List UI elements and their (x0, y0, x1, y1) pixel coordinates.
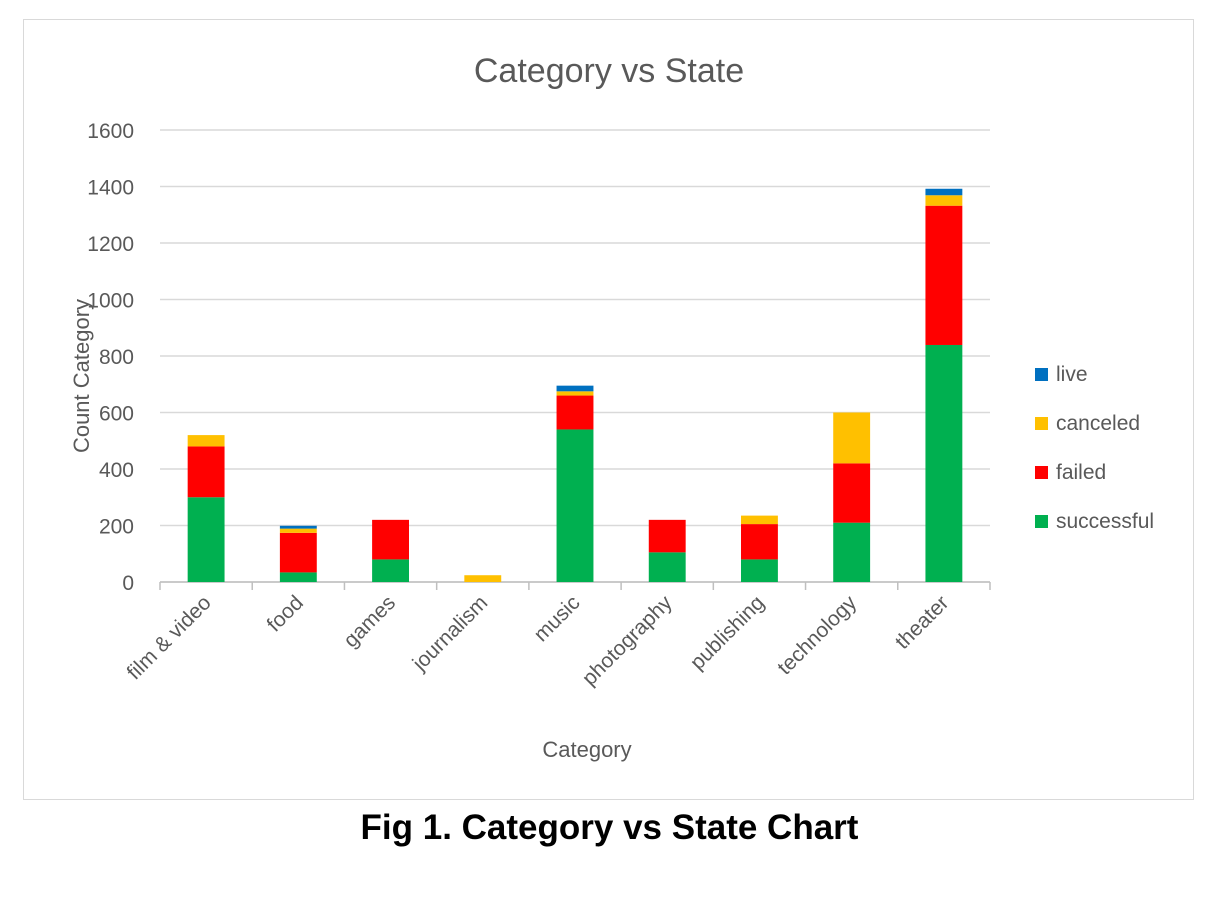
y-axis-ticks: 0 200 400 600 800 1000 1200 1400 1600 (87, 120, 134, 595)
bars (187, 188, 963, 582)
y-tick-label: 1400 (87, 177, 134, 200)
bar-successful-4 (556, 429, 594, 582)
bar-successful-8 (925, 344, 963, 582)
x-tick-label: publishing (686, 591, 769, 674)
bar-failed-6 (741, 524, 778, 560)
x-tick-label: theater (891, 591, 954, 654)
figure-caption: Fig 1. Category vs State Chart (360, 808, 859, 847)
bar-canceled-1 (279, 528, 317, 533)
y-tick-label: 1600 (87, 120, 134, 143)
bar-successful-7 (833, 522, 871, 582)
x-axis-ticks: film & video food games journalism musicphot… (123, 582, 991, 690)
x-tick-label: film & video (123, 591, 216, 684)
bar-failed-7 (833, 463, 871, 523)
bar-canceled-3 (464, 575, 502, 582)
bar-canceled-0 (187, 435, 225, 447)
y-tick-label: 1200 (87, 233, 134, 256)
legend-label-canceled: canceled (1056, 412, 1140, 435)
chart-frame: Category vs State 0 200 400 600 800 1000 1200 1… (23, 19, 1194, 800)
y-tick-label: 600 (99, 403, 134, 426)
bar-live-1 (279, 525, 317, 529)
y-tick-label: 800 (99, 346, 134, 369)
x-tick-label: music (529, 591, 584, 646)
bar-failed-2 (372, 519, 409, 560)
bar-successful-5 (648, 552, 686, 582)
x-tick-label: technology (773, 591, 861, 679)
bar-successful-1 (279, 572, 317, 582)
category-vs-state-chart: Category vs State 0 200 400 600 800 1000 1200 1… (69, 52, 1154, 762)
legend-label-live: live (1056, 363, 1088, 386)
bar-failed-1 (279, 532, 317, 573)
bar-failed-4 (556, 395, 594, 430)
y-tick-label: 1000 (87, 290, 134, 313)
legend-label-failed: failed (1056, 461, 1106, 484)
bar-live-8 (925, 188, 963, 196)
legend-swatch-successful (1035, 515, 1048, 528)
legend-swatch-canceled (1035, 417, 1048, 430)
bar-successful-0 (187, 497, 225, 582)
y-tick-label: 400 (99, 459, 134, 482)
legend: live canceled failed successful (1035, 363, 1154, 533)
y-tick-label: 0 (122, 572, 134, 595)
bar-live-4 (556, 385, 594, 392)
x-tick-label: photography (578, 591, 677, 690)
bar-successful-6 (741, 559, 778, 582)
x-axis-title: Category (542, 737, 631, 762)
legend-swatch-live (1035, 368, 1048, 381)
y-tick-label: 200 (99, 516, 134, 539)
x-tick-label: food (263, 591, 308, 636)
bar-successful-2 (372, 559, 409, 582)
bar-failed-5 (648, 519, 686, 553)
x-tick-label: games (339, 591, 400, 652)
bar-canceled-8 (925, 195, 963, 206)
bar-failed-8 (925, 205, 963, 345)
chart-title: Category vs State (474, 52, 744, 90)
legend-label-successful: successful (1056, 510, 1154, 533)
bar-canceled-4 (556, 391, 594, 396)
y-axis-title: Count Category (69, 299, 94, 453)
bar-canceled-7 (833, 412, 871, 464)
x-tick-label: journalism (408, 591, 493, 676)
bar-failed-0 (187, 446, 225, 498)
legend-swatch-failed (1035, 466, 1048, 479)
bar-canceled-6 (741, 515, 778, 525)
